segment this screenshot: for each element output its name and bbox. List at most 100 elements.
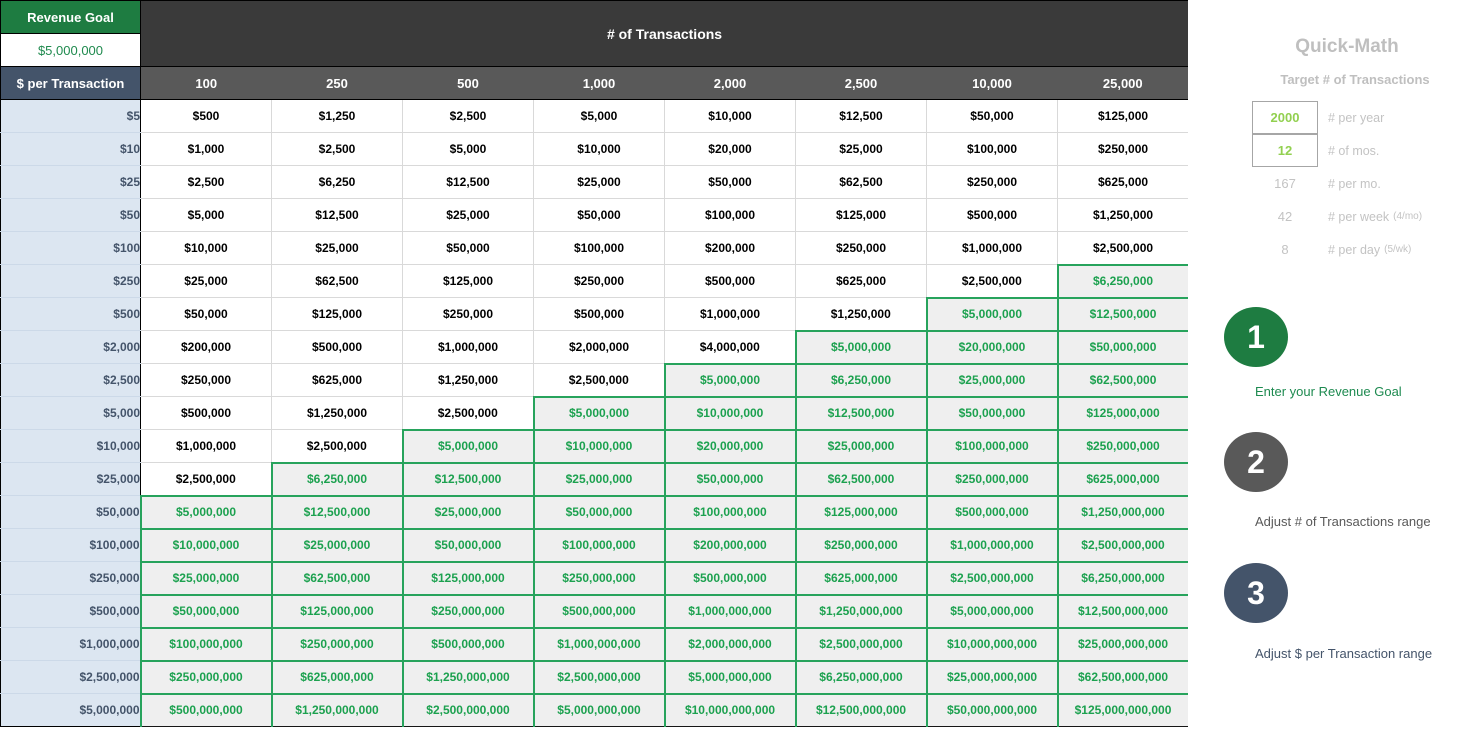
revenue-cell: $1,250,000,000: [1056, 494, 1190, 530]
revenue-cell: $250,000,000: [270, 626, 404, 662]
column-header-500[interactable]: 500: [402, 66, 534, 100]
step-3-label: Adjust $ per Transaction range: [1255, 646, 1433, 661]
revenue-cell: $25,000,000: [270, 527, 404, 563]
revenue-cell: $200,000: [140, 330, 272, 364]
row-header-2500000[interactable]: $2,500,000: [0, 660, 141, 694]
revenue-cell: $62,500,000,000: [1056, 659, 1190, 695]
row-header-100000[interactable]: $100,000: [0, 528, 141, 562]
column-header-100[interactable]: 100: [140, 66, 272, 100]
revenue-cell: $2,000,000,000: [663, 626, 797, 662]
row-header-5[interactable]: $5: [0, 99, 141, 133]
quick-math-row-label: # of mos.: [1328, 143, 1380, 158]
revenue-cell: $5,000,000: [139, 494, 273, 530]
column-header-2500[interactable]: 2,500: [795, 66, 927, 100]
revenue-cell: $125,000,000: [401, 560, 535, 596]
revenue-cell: $12,500,000: [1056, 296, 1190, 332]
revenue-cell: $100,000: [664, 198, 796, 232]
transactions-axis-header: # of Transactions: [139, 0, 1190, 67]
row-header-5000000[interactable]: $5,000,000: [0, 693, 141, 727]
table-row: $250,000 $25,000,000 $62,500,000 $125,000,0…: [0, 560, 1190, 596]
revenue-cell: $4,000,000: [664, 330, 796, 364]
revenue-cell: $10,000: [664, 99, 796, 133]
revenue-cell: $12,500,000,000: [794, 692, 928, 727]
revenue-cell: $12,500,000: [270, 494, 404, 530]
quick-math-derived-value: 42: [1277, 209, 1293, 224]
revenue-cell: $125,000,000: [270, 593, 404, 629]
revenue-cell: $2,500,000,000: [794, 626, 928, 662]
revenue-cell: $20,000,000: [925, 329, 1059, 365]
table-row: $5 $500 $1,250 $2,500 $5,000 $10,000 $12,500 $5…: [0, 99, 1190, 133]
revenue-cell: $1,250: [271, 99, 403, 133]
row-header-2000[interactable]: $2,000: [0, 330, 141, 364]
table-row: $250 $25,000 $62,500 $125,000 $250,000 $500,0…: [0, 263, 1190, 299]
revenue-cell: $5,000,000: [532, 395, 666, 431]
revenue-cell: $250,000: [795, 231, 927, 265]
row-header-100[interactable]: $100: [0, 231, 141, 265]
revenue-cell: $250,000,000: [401, 593, 535, 629]
quick-math-input[interactable]: 2000: [1252, 101, 1318, 134]
step-2-badge: 2: [1224, 432, 1288, 492]
quick-math-row: 8 # per day (5/wk): [1188, 233, 1460, 266]
row-header-500000[interactable]: $500,000: [0, 594, 141, 628]
row-header-1000000[interactable]: $1,000,000: [0, 627, 141, 661]
table-row: $100 $10,000 $25,000 $50,000 $100,000 $200,00…: [0, 231, 1190, 265]
revenue-cell: $12,500: [402, 165, 534, 199]
row-header-2500[interactable]: $2,500: [0, 363, 141, 397]
row-header-10[interactable]: $10: [0, 132, 141, 166]
column-header-10000[interactable]: 10,000: [926, 66, 1058, 100]
revenue-cell: $5,000,000,000: [532, 692, 666, 727]
row-header-50[interactable]: $50: [0, 198, 141, 232]
row-header-25[interactable]: $25: [0, 165, 141, 199]
revenue-cell: $125,000,000: [1056, 395, 1190, 431]
revenue-cell: $100,000,000: [663, 494, 797, 530]
revenue-cell: $250,000,000: [1056, 428, 1190, 464]
row-header-500[interactable]: $500: [0, 297, 141, 331]
revenue-cell: $500,000,000: [139, 692, 273, 727]
revenue-cell: $25,000: [795, 132, 927, 166]
quick-math-input[interactable]: 12: [1252, 134, 1318, 167]
table-row: $1,000,000 $100,000,000 $250,000,000 $500,0…: [0, 626, 1190, 662]
revenue-cell: $50,000,000: [663, 461, 797, 497]
revenue-cell: $50,000: [402, 231, 534, 265]
revenue-cell: $50,000,000: [925, 395, 1059, 431]
revenue-cell: $2,500,000,000: [532, 659, 666, 695]
revenue-cell: $20,000,000: [663, 428, 797, 464]
revenue-cell: $5,000,000: [663, 362, 797, 398]
revenue-matrix-table: Revenue Goal # of Transactions $5,000,00…: [0, 0, 1190, 727]
revenue-cell: $100,000,000: [139, 626, 273, 662]
revenue-cell: $5,000: [533, 99, 665, 133]
revenue-cell: $12,500: [271, 198, 403, 232]
revenue-cell: $25,000,000,000: [1056, 626, 1190, 662]
revenue-matrix-area: Revenue Goal # of Transactions $5,000,00…: [0, 0, 1190, 727]
revenue-cell: $250,000,000: [794, 527, 928, 563]
revenue-cell: $25,000,000: [794, 428, 928, 464]
revenue-cell: $1,000,000: [140, 429, 272, 463]
revenue-cell: $25,000,000,000: [925, 659, 1059, 695]
revenue-cell: $6,250,000,000: [1056, 560, 1190, 596]
revenue-goal-input[interactable]: $5,000,000: [0, 33, 141, 67]
column-header-2000[interactable]: 2,000: [664, 66, 796, 100]
quick-math-row-label: # per week (4/mo): [1328, 209, 1423, 224]
column-header-25000[interactable]: 25,000: [1057, 66, 1190, 100]
revenue-cell: $50,000,000: [401, 527, 535, 563]
row-header-10000[interactable]: $10,000: [0, 429, 141, 463]
row-header-25000[interactable]: $25,000: [0, 462, 141, 496]
row-header-50000[interactable]: $50,000: [0, 495, 141, 529]
revenue-cell: $250,000: [926, 165, 1058, 199]
revenue-cell: $250,000,000: [139, 659, 273, 695]
column-header-250[interactable]: 250: [271, 66, 403, 100]
quick-math-sidebar: Quick-Math Target # of Transactions 2000…: [1188, 0, 1460, 732]
revenue-cell: $10,000: [533, 132, 665, 166]
row-header-250000[interactable]: $250,000: [0, 561, 141, 595]
revenue-cell: $125,000: [795, 198, 927, 232]
revenue-cell: $1,250,000: [271, 396, 403, 430]
revenue-cell: $2,500,000: [402, 396, 534, 430]
revenue-cell: $10,000,000: [532, 428, 666, 464]
row-header-5000[interactable]: $5,000: [0, 396, 141, 430]
revenue-cell: $25,000,000: [925, 362, 1059, 398]
step-1-label: Enter your Revenue Goal: [1255, 384, 1402, 399]
revenue-cell: $6,250: [271, 165, 403, 199]
row-header-250[interactable]: $250: [0, 264, 141, 298]
column-header-1000[interactable]: 1,000: [533, 66, 665, 100]
